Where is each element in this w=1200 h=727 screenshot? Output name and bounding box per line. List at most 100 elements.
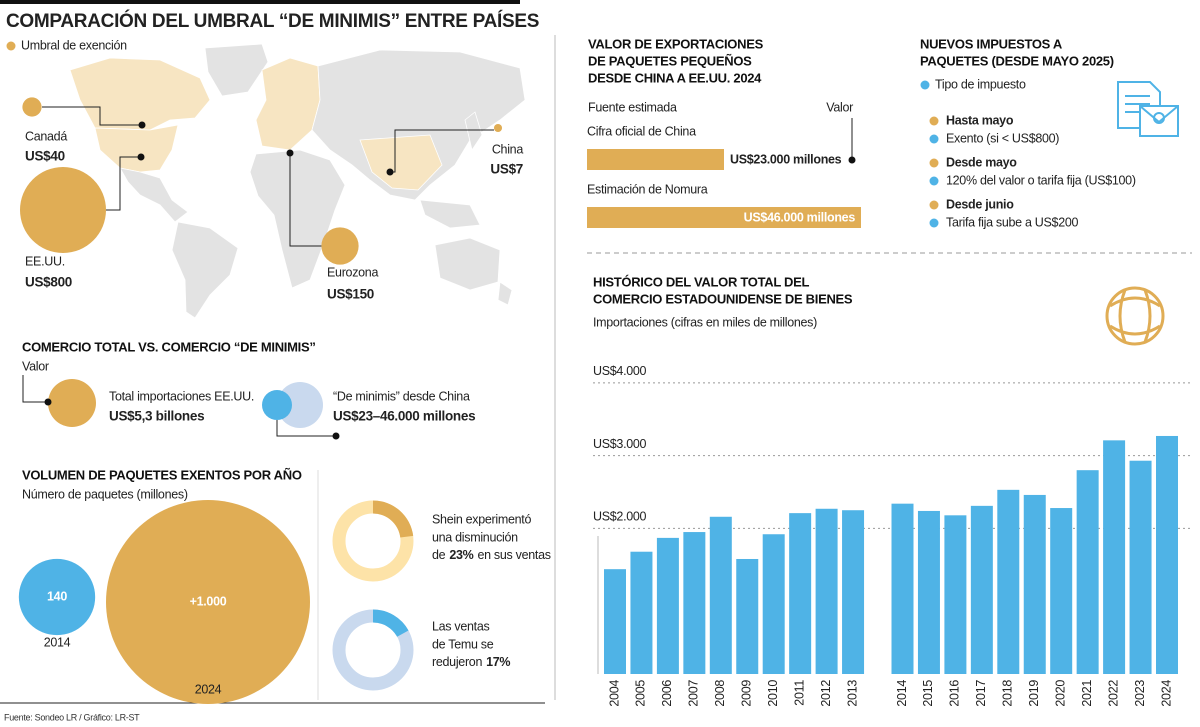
point-value: US$40 (25, 149, 65, 164)
category-label: Cifra oficial de China (587, 124, 696, 138)
x-tick-label: 2008 (713, 680, 727, 707)
bar (891, 503, 914, 674)
point-name: China (492, 142, 524, 156)
x-tick-label: 2023 (1133, 680, 1147, 707)
legend-dot (920, 80, 930, 90)
bar (1023, 494, 1046, 674)
tax: Tarifa fija sube a US$200 (946, 215, 1079, 229)
bar (762, 534, 785, 674)
sales-text: redujeron (432, 655, 482, 669)
x-tick-label: 2022 (1106, 680, 1120, 707)
point-value: US$800 (25, 275, 72, 290)
trade-label: “De minimis” desde China (333, 389, 470, 403)
dot (848, 156, 856, 164)
dot (332, 432, 340, 440)
chart-title: DE PAQUETES PEQUEÑOS (588, 53, 752, 68)
section-subtitle: Número de paquetes (millones) (22, 487, 188, 501)
dot (44, 398, 52, 406)
bar (970, 505, 993, 674)
chart-title: DESDE CHINA A EE.UU. 2024 (588, 70, 762, 85)
legend-dot (6, 41, 16, 51)
bar (1050, 508, 1073, 674)
x-tick-label: 2021 (1080, 680, 1094, 707)
bar (789, 513, 812, 674)
x-tick-label: 2005 (634, 680, 648, 707)
x-tick-label: 2011 (792, 680, 806, 706)
column-header: Fuente estimada (588, 100, 677, 114)
map-dots (137, 121, 394, 176)
circle (262, 390, 292, 420)
column-header: Valor (826, 100, 853, 114)
x-tick-label: 2016 (948, 680, 962, 707)
bar (587, 207, 861, 228)
tax-dot (929, 134, 939, 144)
tax-dot (929, 176, 939, 186)
chart-title: HISTÓRICO DEL VALOR TOTAL DEL (593, 274, 810, 289)
bar (917, 510, 940, 674)
bar (683, 532, 706, 674)
value-label: US$23.000 millones (730, 152, 842, 166)
point-value: US$150 (327, 287, 374, 302)
donut-segment (373, 500, 414, 538)
bubble-label: +1.000 (190, 594, 227, 608)
x-tick-label: 2009 (740, 680, 754, 707)
x-tick-label: 2013 (845, 680, 859, 707)
threshold-bubble (321, 227, 359, 265)
source: Fuente: Sondeo LR / Gráfico: LR-ST (4, 712, 140, 722)
bar (709, 516, 732, 674)
connector (22, 375, 48, 403)
x-tick-label: 2019 (1027, 680, 1041, 707)
package-bubble (18, 558, 96, 636)
sales-text: de Temu se (432, 637, 494, 651)
point-name: Eurozona (327, 265, 378, 279)
tax: Exento (si < US$800) (946, 131, 1059, 145)
threshold-bubble (493, 123, 503, 133)
y-tick-label: US$2.000 (593, 510, 647, 524)
section-title: VOLUMEN DE PAQUETES EXENTOS POR AÑO (22, 467, 302, 482)
section-subtitle: Valor (22, 359, 49, 373)
period-dot (929, 200, 939, 210)
x-tick-label: 2007 (687, 680, 701, 707)
connector (276, 420, 336, 437)
period-dot (929, 158, 939, 168)
trade-value: US$23–46.000 millones (333, 409, 475, 424)
x-tick-label: 2006 (660, 680, 674, 707)
x-tick-label: 2014 (895, 680, 909, 707)
package-bubble (106, 500, 310, 704)
tax: 120% del valor o tarifa fija (US$100) (946, 173, 1136, 187)
x-tick-label: 2024 (1159, 680, 1173, 707)
period-dot (929, 116, 939, 126)
year-label: 2014 (44, 635, 71, 649)
bubble-label: 140 (47, 589, 67, 603)
sales-text: una disminución (432, 530, 518, 544)
document-icon (1117, 81, 1179, 137)
chart-subtitle: Importaciones (cifras en miles de millon… (593, 315, 817, 329)
legend-label: Tipo de impuesto (935, 77, 1026, 91)
x-tick-label: 2004 (607, 680, 621, 707)
sales-value: 17% (486, 655, 510, 669)
threshold-bubble (22, 97, 42, 117)
period: Hasta mayo (946, 113, 1014, 127)
trade-label: Total importaciones EE.UU. (109, 389, 254, 403)
bar (1076, 470, 1099, 674)
chart-title: COMERCIO ESTADOUNIDENSE DE BIENES (593, 291, 853, 306)
bar (604, 569, 626, 674)
section-title: NUEVOS IMPUESTOS A (920, 36, 1063, 51)
x-tick-label: 2020 (1053, 680, 1067, 707)
bar (1156, 435, 1178, 674)
bar (1103, 440, 1126, 674)
bar (997, 489, 1020, 674)
x-tick-label: 2015 (921, 680, 935, 707)
point-name: Canadá (25, 129, 67, 143)
globe-icon (1105, 286, 1165, 346)
bar (656, 537, 679, 674)
y-tick-label: US$4.000 (593, 364, 647, 378)
world-map (69, 43, 526, 319)
donut-segment (373, 609, 409, 637)
year-label: 2024 (195, 682, 222, 696)
sales-text: en sus ventas (477, 548, 550, 562)
sales-text: redujeron 17% (432, 655, 510, 669)
chart-title: VALOR DE EXPORTACIONES (588, 36, 764, 51)
circle (277, 382, 323, 428)
